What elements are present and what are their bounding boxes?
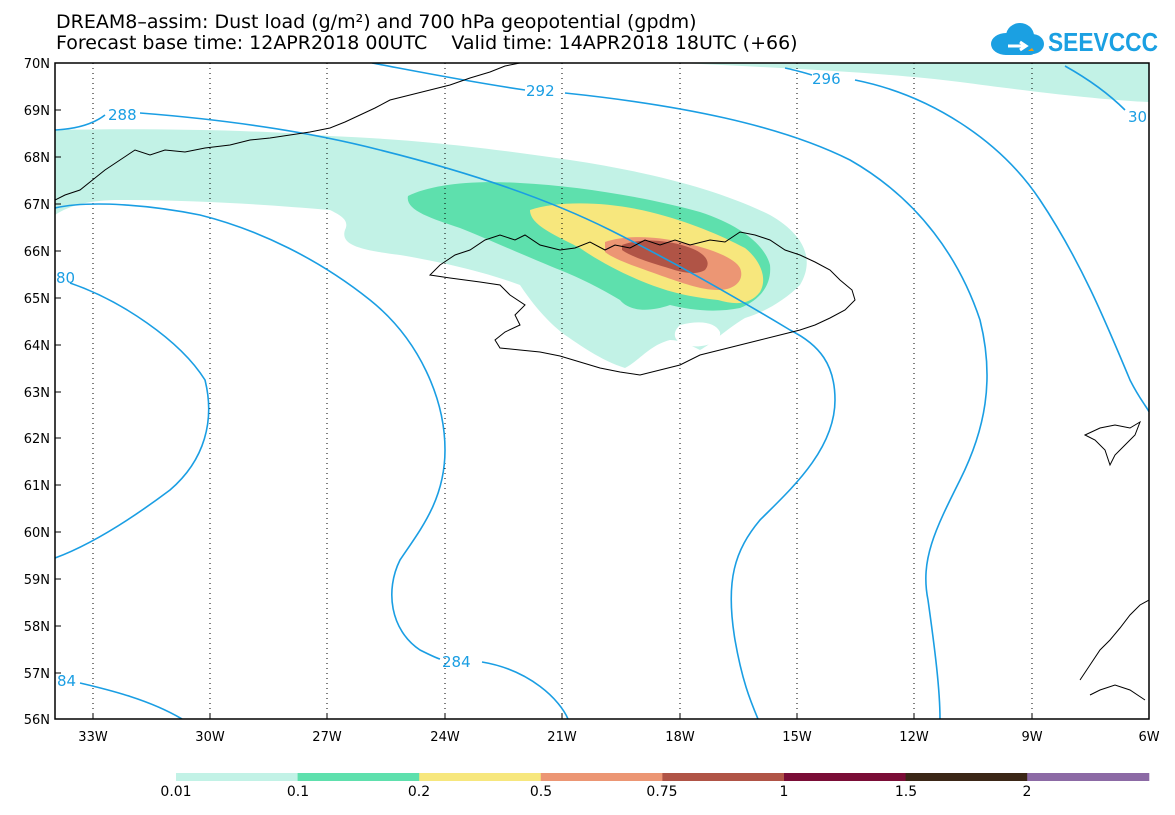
lat-label: 66N [24, 245, 50, 260]
lat-label: 58N [24, 620, 50, 635]
lat-label: 61N [24, 479, 50, 494]
logo-text: SEEVCCC [1048, 27, 1158, 57]
contour-292 [371, 63, 988, 719]
contour-label: 296 [812, 70, 841, 88]
colorbar-label: 0.75 [646, 784, 678, 800]
contour-280 [55, 282, 210, 559]
colorbar [176, 773, 1150, 781]
contour-30x [1064, 65, 1126, 111]
geopotential-contours [55, 63, 1149, 719]
seevccc-logo: SEEVCCC [991, 23, 1158, 57]
lat-label: 70N [24, 57, 50, 72]
colorbar-label: 2 [1022, 784, 1032, 800]
lat-label: 60N [24, 526, 50, 541]
colorbar-swatch [297, 773, 420, 781]
contour-labels: 288 292 296 30 80 284 84 [56, 70, 1147, 690]
dust-area-north [680, 63, 1149, 102]
dust-area-0.75 [622, 240, 708, 274]
lon-label: 21W [547, 730, 577, 745]
contour-284b [79, 682, 183, 719]
contour-label: 30 [1128, 108, 1147, 126]
contour-label: 284 [442, 653, 471, 671]
dust-load-field [55, 63, 1149, 368]
lat-label: 56N [24, 713, 50, 728]
colorbar-swatch [662, 773, 785, 781]
lon-label: 18W [665, 730, 695, 745]
map-title: DREAM8–assim: Dust load (g/m²) and 700 h… [56, 11, 697, 33]
dust-area-0.01 [55, 129, 807, 368]
lat-label: 63N [24, 386, 50, 401]
lon-label: 33W [78, 730, 108, 745]
lat-label: 68N [24, 151, 50, 166]
contour-label: 292 [526, 82, 555, 100]
contour-284 [55, 203, 569, 719]
lon-label: 9W [1021, 730, 1042, 745]
map-subtitle: Forecast base time: 12APR2018 00UTC Vali… [56, 32, 798, 54]
lon-label: 12W [899, 730, 929, 745]
greenland-coast [55, 63, 521, 201]
lat-label: 62N [24, 432, 50, 447]
contour-296 [784, 67, 1149, 413]
lon-label: 15W [782, 730, 812, 745]
lat-label: 64N [24, 339, 50, 354]
cloud-icon [991, 23, 1044, 55]
colorbar-label: 1.5 [894, 784, 918, 800]
lat-label: 57N [24, 667, 50, 682]
colorbar-label: 0.2 [407, 784, 431, 800]
coastlines [55, 63, 1149, 701]
lat-label: 65N [24, 292, 50, 307]
lon-label: 24W [430, 730, 460, 745]
colorbar-label: 1 [779, 784, 789, 800]
colorbar-swatch [905, 773, 1028, 781]
contour-label: 288 [108, 106, 137, 124]
scotland-coast [1079, 599, 1149, 701]
iceland-coast [428, 231, 856, 376]
axis-ticks [55, 62, 1150, 720]
longitude-labels: 33W 30W 27W 24W 21W 18W 15W 12W 9W 6W [78, 730, 1159, 745]
contour-label: 80 [56, 269, 75, 287]
colorbar-swatch [540, 773, 663, 781]
contour-label: 84 [57, 672, 76, 690]
colorbar-swatch [1027, 773, 1150, 781]
lon-label: 27W [312, 730, 342, 745]
latitude-labels: 70N 69N 68N 67N 66N 65N 64N 63N 62N 61N … [24, 57, 50, 728]
colorbar-label: 0.01 [160, 784, 192, 800]
colorbar-swatch [419, 773, 542, 781]
lat-label: 59N [24, 573, 50, 588]
map-frame [54, 62, 1150, 720]
colorbar-label: 0.1 [286, 784, 310, 800]
colorbar-label: 0.5 [529, 784, 553, 800]
colorbar-swatch [176, 773, 299, 781]
lat-label: 69N [24, 104, 50, 119]
contour-288 [55, 112, 836, 719]
lon-label: 6W [1138, 730, 1159, 745]
faroe-coast [1083, 420, 1141, 467]
lat-label: 67N [24, 198, 50, 213]
colorbar-swatch [784, 773, 907, 781]
lon-label: 30W [195, 730, 225, 745]
